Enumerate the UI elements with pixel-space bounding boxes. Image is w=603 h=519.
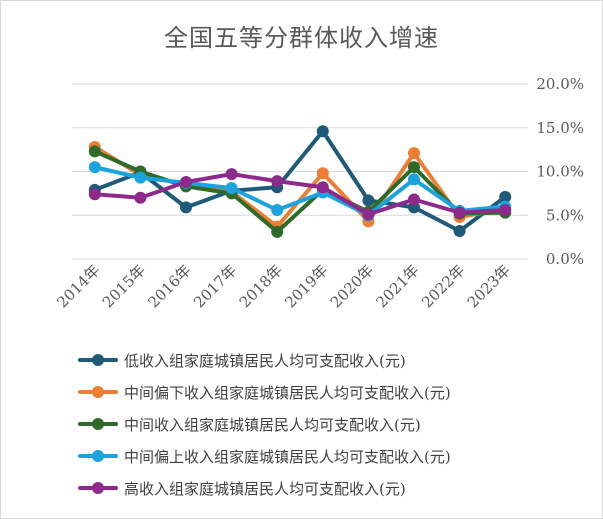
data-point (225, 168, 238, 181)
data-point (88, 145, 101, 158)
x-tick-label: 2023年 (464, 261, 514, 311)
legend-swatch-marker (92, 482, 104, 494)
y-tick-label: 0.0% (546, 250, 584, 268)
legend-item: 低收入组家庭城镇居民人均可支配收入(元) (72, 344, 542, 376)
y-tick-label: 10.0% (536, 163, 584, 181)
series-2 (88, 141, 512, 233)
data-point (499, 190, 512, 203)
legend-swatch-marker (92, 386, 104, 398)
chart-title: 全国五等分群体收入增速 (164, 24, 439, 52)
data-point (180, 201, 192, 214)
data-point (362, 194, 375, 207)
y-tick-label: 20.0% (536, 75, 584, 93)
legend-swatch-marker (92, 418, 104, 430)
data-point (408, 173, 420, 186)
legend-label: 中间偏上收入组家庭城镇居民人均可支配收入(元) (124, 447, 451, 466)
legend-item: 中间偏下收入组家庭城镇居民人均可支配收入(元) (72, 376, 542, 408)
x-tick-label: 2018年 (236, 261, 286, 311)
data-point (271, 204, 284, 216)
data-point (271, 225, 284, 238)
legend-label: 高收入组家庭城镇居民人均可支配收入(元) (124, 479, 406, 498)
gridlines (72, 83, 528, 260)
x-axis-ticks: 2014年2015年2016年2017年2018年2019年2020年2021年… (53, 261, 514, 311)
data-point (362, 208, 375, 221)
data-point (499, 204, 512, 216)
x-tick-label: 2020年 (327, 261, 377, 311)
data-point (180, 176, 192, 188)
series-line (92, 165, 508, 218)
x-tick-label: 2022年 (418, 261, 468, 311)
data-point (88, 188, 101, 201)
legend-label: 中间收入组家庭城镇居民人均可支配收入(元) (124, 415, 421, 434)
legend-item: 中间偏上收入组家庭城镇居民人均可支配收入(元) (72, 440, 542, 472)
legend-item: 中间收入组家庭城镇居民人均可支配收入(元) (72, 408, 542, 440)
legend-item: 高收入组家庭城镇居民人均可支配收入(元) (72, 472, 542, 504)
legend-swatch (72, 481, 124, 495)
legend-label: 低收入组家庭城镇居民人均可支配收入(元) (124, 351, 406, 370)
x-tick-label: 2019年 (281, 261, 331, 311)
data-point (453, 225, 466, 237)
data-point (408, 193, 420, 206)
y-tick-label: 5.0% (546, 206, 584, 224)
legend-swatch (72, 417, 124, 431)
legend-swatch (72, 353, 124, 367)
data-point (408, 161, 420, 174)
data-point (408, 147, 420, 160)
data-point (271, 175, 284, 188)
data-point (316, 181, 329, 194)
series-line (92, 172, 508, 217)
x-tick-label: 2015年 (99, 261, 149, 311)
legend-swatch (72, 385, 124, 399)
series-5 (88, 168, 512, 221)
x-tick-label: 2017年 (190, 261, 240, 311)
data-point (225, 182, 238, 195)
x-tick-label: 2014年 (53, 261, 103, 311)
x-tick-label: 2021年 (372, 261, 422, 311)
series-lines (88, 125, 512, 238)
legend: 低收入组家庭城镇居民人均可支配收入(元) 中间偏下收入组家庭城镇居民人均可支配收入… (72, 344, 542, 504)
legend-swatch (72, 449, 124, 463)
legend-label: 中间偏下收入组家庭城镇居民人均可支配收入(元) (124, 383, 451, 402)
y-axis-ticks: 0.0% 5.0% 10.0% 15.0% 20.0% (536, 75, 584, 268)
data-point (316, 125, 329, 138)
data-point (316, 167, 329, 180)
legend-swatch-marker (92, 354, 104, 366)
data-point (88, 161, 101, 174)
series-1 (88, 125, 512, 237)
x-tick-label: 2016年 (144, 261, 194, 311)
y-tick-label: 15.0% (536, 119, 584, 137)
data-point (453, 206, 466, 219)
data-point (134, 191, 147, 204)
data-point (134, 171, 147, 184)
legend-swatch-marker (92, 450, 104, 462)
